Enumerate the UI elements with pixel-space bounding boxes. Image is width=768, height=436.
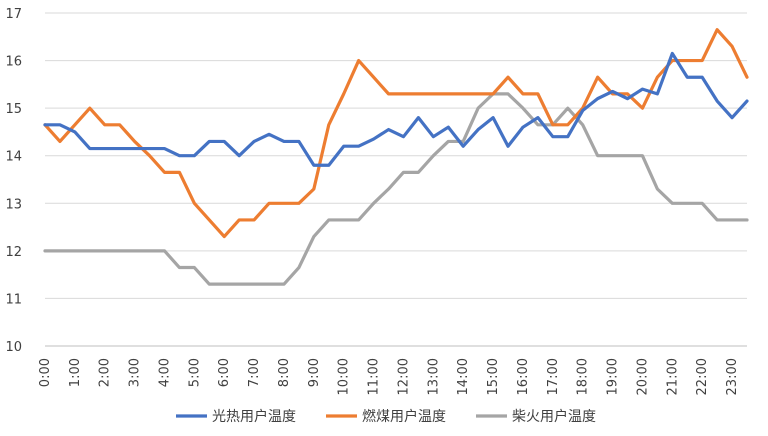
x-tick-label: 17:00: [546, 358, 561, 395]
x-tick-label: 4:00: [157, 358, 172, 387]
x-tick-label: 7:00: [247, 358, 262, 387]
legend-label: 燃煤用户温度: [362, 408, 446, 425]
x-tick-label: 2:00: [98, 358, 113, 387]
y-tick-label: 17: [5, 7, 22, 22]
x-axis-ticks: 0:00 1:00 2:00 3:00 4:00 5:00 6:00 7:00 8:00 9:00…: [38, 358, 740, 395]
y-tick-label: 13: [5, 197, 22, 212]
x-tick-label: 8:00: [277, 358, 292, 387]
x-tick-label: 19:00: [606, 358, 621, 395]
x-tick-label: 3:00: [128, 358, 143, 387]
x-tick-label: 12:00: [396, 358, 411, 395]
series-line: [43, 51, 749, 167]
x-tick-label: 21:00: [665, 358, 680, 395]
x-tick-label: 10:00: [337, 358, 352, 395]
x-tick-label: 14:00: [456, 358, 471, 395]
x-tick-label: 22:00: [695, 358, 710, 395]
legend: 光热用户温度 燃煤用户温度 柴火用户温度: [176, 408, 596, 425]
y-tick-label: 14: [5, 150, 22, 165]
x-tick-label: 16:00: [516, 358, 531, 395]
y-tick-label: 10: [5, 340, 22, 355]
x-tick-label: 13:00: [426, 358, 441, 395]
y-tick-label: 12: [5, 245, 22, 260]
x-tick-label: 9:00: [307, 358, 322, 387]
legend-label: 光热用户温度: [212, 408, 296, 425]
x-tick-label: 11:00: [367, 358, 382, 395]
x-tick-label: 6:00: [217, 358, 232, 387]
x-tick-label: 1:00: [68, 358, 83, 387]
x-tick-label: 23:00: [725, 358, 740, 395]
x-tick-label: 5:00: [187, 358, 202, 387]
y-axis-ticks: 10 11 12 13 14 15 16 17: [5, 7, 22, 355]
series-lines: [43, 28, 749, 286]
x-tick-label: 18:00: [576, 358, 591, 395]
x-tick-label: 0:00: [38, 358, 53, 387]
y-tick-label: 16: [5, 55, 22, 70]
series-line: [43, 92, 749, 286]
x-tick-label: 15:00: [486, 358, 501, 395]
y-tick-label: 15: [5, 102, 22, 117]
y-tick-label: 11: [5, 292, 22, 307]
legend-label: 柴火用户温度: [512, 408, 596, 425]
x-tick-label: 20:00: [635, 358, 650, 395]
